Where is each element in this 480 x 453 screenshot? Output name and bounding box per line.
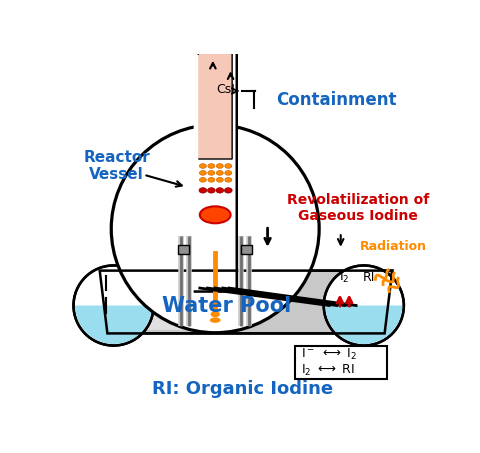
Text: CsI: CsI <box>216 83 235 96</box>
Ellipse shape <box>208 178 215 182</box>
Ellipse shape <box>216 164 223 168</box>
Text: RI: Organic Iodine: RI: Organic Iodine <box>152 380 333 398</box>
Ellipse shape <box>207 188 215 193</box>
Text: I$^-$ $\longleftrightarrow$ I$_2$: I$^-$ $\longleftrightarrow$ I$_2$ <box>300 347 357 362</box>
Ellipse shape <box>225 178 232 182</box>
Text: Water Pool: Water Pool <box>162 295 291 315</box>
Wedge shape <box>75 305 152 344</box>
Ellipse shape <box>225 188 232 193</box>
Ellipse shape <box>211 311 220 317</box>
Circle shape <box>111 125 319 333</box>
Polygon shape <box>193 22 237 292</box>
Ellipse shape <box>216 188 224 193</box>
Bar <box>295 347 387 379</box>
Circle shape <box>324 265 404 346</box>
Ellipse shape <box>199 171 206 175</box>
Text: Containment: Containment <box>276 91 397 109</box>
Ellipse shape <box>208 171 215 175</box>
Text: Reactor
Vessel: Reactor Vessel <box>83 150 150 182</box>
Text: I$_2$ $\longleftrightarrow$ RI: I$_2$ $\longleftrightarrow$ RI <box>300 363 354 378</box>
Ellipse shape <box>210 318 221 323</box>
Text: Radiation: Radiation <box>360 240 427 253</box>
Ellipse shape <box>199 178 206 182</box>
Ellipse shape <box>225 164 232 168</box>
Polygon shape <box>100 270 392 333</box>
Ellipse shape <box>208 164 215 168</box>
Text: RI: RI <box>363 271 375 284</box>
Ellipse shape <box>199 188 207 193</box>
Ellipse shape <box>200 207 230 223</box>
Polygon shape <box>198 38 232 159</box>
Circle shape <box>73 265 154 346</box>
Ellipse shape <box>216 178 223 182</box>
Ellipse shape <box>225 171 232 175</box>
Ellipse shape <box>216 171 223 175</box>
Ellipse shape <box>199 164 206 168</box>
Polygon shape <box>104 272 246 330</box>
Bar <box>178 245 189 254</box>
Bar <box>241 245 252 254</box>
Wedge shape <box>325 305 402 344</box>
Text: Revolatilization of
Gaseous Iodine: Revolatilization of Gaseous Iodine <box>287 193 429 223</box>
Text: I$_2$: I$_2$ <box>339 270 350 285</box>
